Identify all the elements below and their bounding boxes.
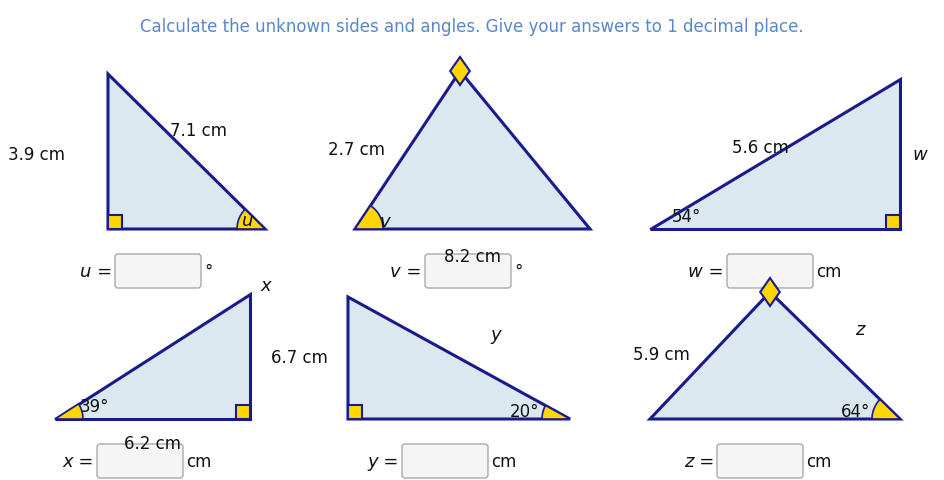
Polygon shape: [650, 80, 900, 229]
Text: z =: z =: [683, 452, 714, 470]
Text: 2.7 cm: 2.7 cm: [328, 141, 385, 159]
FancyBboxPatch shape: [115, 254, 201, 288]
Text: u: u: [242, 212, 253, 229]
Polygon shape: [55, 294, 250, 419]
Text: Calculate the unknown sides and angles. Give your answers to 1 decimal place.: Calculate the unknown sides and angles. …: [141, 18, 803, 36]
Text: 5.9 cm: 5.9 cm: [633, 345, 690, 363]
Text: °: °: [204, 263, 212, 280]
Polygon shape: [450, 58, 470, 86]
Polygon shape: [760, 278, 780, 306]
Text: cm: cm: [186, 452, 211, 470]
Text: 20°: 20°: [510, 402, 540, 420]
Text: 8.2 cm: 8.2 cm: [444, 248, 500, 265]
Text: y =: y =: [367, 452, 399, 470]
Text: 54°: 54°: [672, 207, 701, 226]
Text: u =: u =: [79, 263, 112, 280]
Polygon shape: [886, 216, 900, 229]
FancyBboxPatch shape: [402, 444, 488, 478]
Polygon shape: [108, 75, 265, 229]
Text: z: z: [855, 320, 865, 338]
Polygon shape: [236, 405, 250, 419]
FancyBboxPatch shape: [97, 444, 183, 478]
Text: °: °: [514, 263, 522, 280]
FancyBboxPatch shape: [727, 254, 813, 288]
FancyBboxPatch shape: [425, 254, 511, 288]
Text: 3.9 cm: 3.9 cm: [8, 146, 65, 164]
Text: w =: w =: [688, 263, 724, 280]
Polygon shape: [348, 405, 362, 419]
Polygon shape: [650, 292, 900, 419]
Text: w: w: [912, 146, 927, 164]
Text: 39°: 39°: [80, 397, 110, 415]
Text: 6.7 cm: 6.7 cm: [271, 348, 328, 366]
Text: cm: cm: [491, 452, 516, 470]
Text: cm: cm: [816, 263, 841, 280]
Text: 6.2 cm: 6.2 cm: [124, 434, 180, 452]
Text: y: y: [490, 325, 500, 343]
Text: cm: cm: [806, 452, 832, 470]
Polygon shape: [542, 406, 570, 419]
Text: v: v: [380, 213, 391, 230]
Polygon shape: [237, 210, 265, 229]
Text: 5.6 cm: 5.6 cm: [732, 139, 788, 156]
Text: 64°: 64°: [840, 402, 870, 420]
Text: 7.1 cm: 7.1 cm: [170, 122, 227, 140]
Polygon shape: [355, 206, 383, 229]
Polygon shape: [108, 216, 122, 229]
Text: x =: x =: [62, 452, 94, 470]
Polygon shape: [355, 72, 590, 229]
Polygon shape: [55, 404, 83, 419]
Polygon shape: [348, 298, 570, 419]
Text: x: x: [260, 276, 271, 294]
FancyBboxPatch shape: [717, 444, 803, 478]
Polygon shape: [872, 400, 900, 419]
Text: v =: v =: [391, 263, 422, 280]
